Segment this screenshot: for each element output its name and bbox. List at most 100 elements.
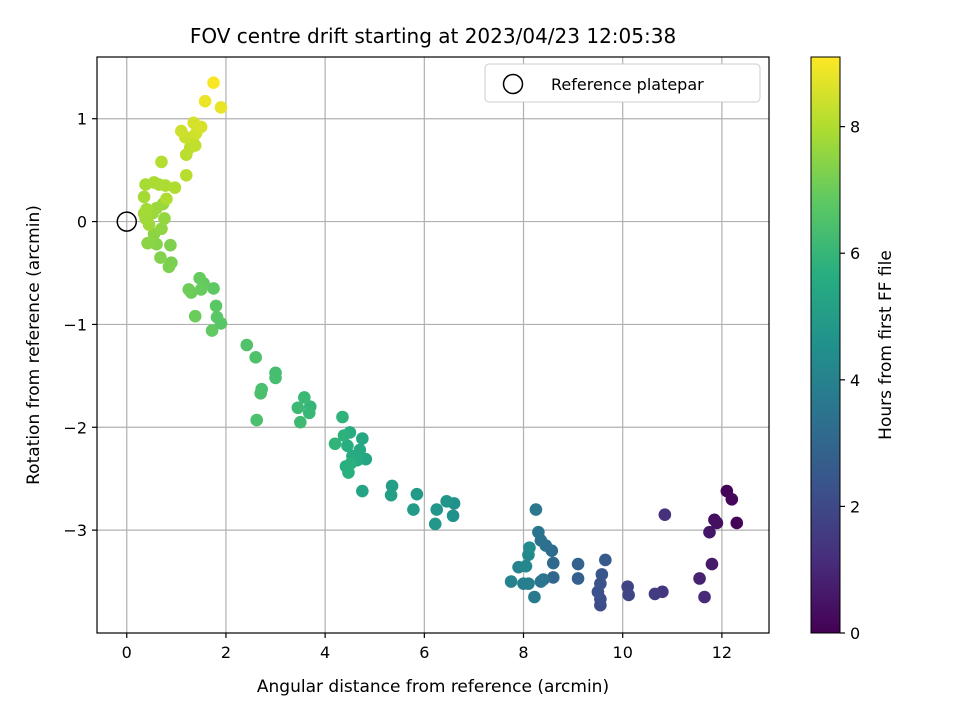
data-point: [254, 387, 267, 400]
data-point: [546, 556, 560, 570]
scatter-points: [137, 76, 744, 612]
data-point: [137, 190, 151, 204]
y-axis-label: Rotation from reference (arcmin): [24, 205, 44, 485]
data-point: [194, 120, 208, 134]
data-point: [140, 202, 153, 216]
colorbar-gradient: [810, 56, 841, 634]
data-point: [141, 236, 154, 250]
grid-lines: [97, 57, 769, 633]
data-point: [188, 139, 202, 152]
data-point: [407, 503, 420, 516]
colorbar: 0 2 4 6 8 Hours from first FF file: [810, 56, 896, 643]
data-point: [571, 572, 585, 585]
x-tick-label: 2: [221, 643, 231, 662]
axis-ticks: 0 2 4 6 8 10 12 −3 −2 −1 0 1: [63, 110, 732, 662]
x-tick-label: 4: [320, 643, 330, 662]
colorbar-tick-label: 0: [850, 624, 860, 643]
data-point: [298, 391, 311, 404]
data-point: [168, 181, 182, 194]
colorbar-label: Hours from first FF file: [876, 250, 896, 440]
data-point: [160, 192, 173, 206]
data-point: [207, 282, 220, 295]
data-point: [291, 401, 305, 415]
x-tick-label: 8: [518, 643, 528, 662]
data-point: [210, 310, 224, 324]
colorbar-tick-label: 4: [850, 371, 860, 390]
data-point: [648, 587, 662, 601]
reference-platepar-marker: [116, 211, 138, 232]
data-point: [440, 495, 453, 508]
legend-entry-reference-platepar: Reference platepar: [551, 75, 704, 94]
data-point: [730, 516, 744, 530]
data-point: [302, 406, 316, 420]
data-point: [517, 577, 530, 590]
data-point: [725, 492, 739, 506]
data-point: [336, 410, 349, 424]
data-point: [523, 541, 536, 554]
data-point: [193, 271, 206, 285]
data-point: [546, 571, 560, 584]
y-tick-label: −1: [63, 315, 87, 334]
data-point: [198, 94, 212, 108]
x-tick-label: 12: [712, 643, 732, 662]
y-tick-label: 0: [77, 213, 87, 232]
data-point: [446, 509, 460, 523]
data-point: [205, 324, 219, 337]
data-point: [594, 577, 607, 590]
data-point: [622, 588, 635, 602]
data-point: [705, 557, 719, 571]
legend-box: [484, 63, 761, 103]
data-point: [337, 429, 351, 442]
colorbar-ticks: 0 2 4 6 8: [840, 118, 860, 643]
data-point: [155, 155, 168, 169]
data-point: [599, 553, 612, 567]
data-point: [341, 439, 354, 453]
data-point: [534, 575, 548, 588]
data-point: [209, 299, 223, 313]
data-point: [175, 124, 188, 138]
chart-title: FOV centre drift starting at 2023/04/23 …: [190, 24, 676, 48]
data-point: [188, 309, 202, 323]
data-point: [240, 338, 254, 352]
legend-reference-marker: [502, 73, 524, 95]
data-point: [164, 238, 177, 252]
data-point: [250, 413, 263, 427]
data-point: [249, 351, 263, 364]
colorbar-tick-label: 6: [850, 244, 860, 263]
x-axis-label: Angular distance from reference (arcmin): [257, 677, 609, 697]
y-tick-label: −2: [63, 418, 87, 437]
data-point: [519, 559, 533, 573]
data-point: [571, 557, 585, 571]
data-point: [356, 432, 369, 445]
data-point: [710, 516, 724, 530]
data-point: [595, 568, 609, 581]
y-tick-label: −3: [63, 521, 87, 540]
data-point: [430, 503, 444, 516]
data-point: [155, 222, 168, 236]
data-point: [356, 484, 369, 498]
data-point: [162, 260, 176, 274]
data-point: [528, 590, 541, 604]
x-tick-label: 10: [613, 643, 633, 662]
data-point: [504, 575, 518, 588]
data-point: [214, 101, 228, 114]
data-point: [328, 437, 342, 451]
legend: Reference platepar: [484, 63, 761, 103]
data-point: [693, 572, 706, 585]
data-point: [294, 415, 307, 429]
data-point: [410, 487, 424, 501]
data-point: [428, 517, 442, 531]
data-point: [384, 488, 398, 502]
data-point: [179, 168, 193, 182]
data-point: [154, 251, 167, 264]
x-tick-label: 6: [419, 643, 429, 662]
data-point: [658, 508, 672, 522]
data-point: [344, 456, 358, 470]
plot-area-frame: [96, 56, 770, 634]
data-point: [194, 283, 208, 296]
data-point: [159, 179, 172, 192]
data-point: [385, 479, 399, 493]
data-point: [269, 371, 282, 385]
